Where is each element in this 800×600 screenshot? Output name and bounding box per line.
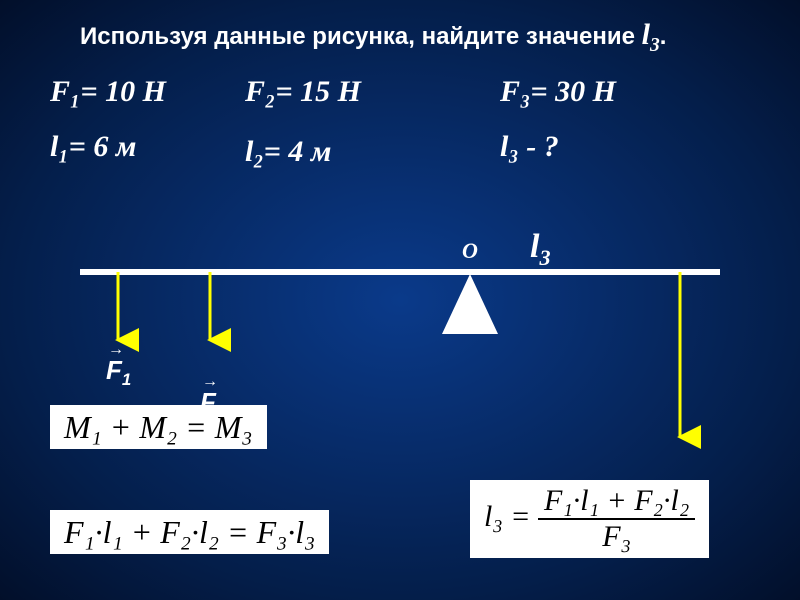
equation-2: F₁·l₁ + F₂·l₂ = F₃·l₃ [50,510,329,554]
equation-3: l₃ = F₁·l₁ + F₂·l₂ F₃ [470,480,709,558]
eq3-numerator: F₁·l₁ + F₂·l₂ [538,486,695,520]
eq3-lhs: l₃ = [484,500,531,533]
fulcrum [442,274,498,334]
l3-label: l3 [530,228,551,271]
eq3-fraction: F₁·l₁ + F₂·l₂ F₃ [538,486,695,552]
eq3-denominator: F₃ [538,520,695,552]
equation-1: M₁ + M₂ = M₃ [50,405,267,449]
F2-vector-label: F2 [200,387,800,422]
fulcrum-O-label: O [462,238,478,264]
